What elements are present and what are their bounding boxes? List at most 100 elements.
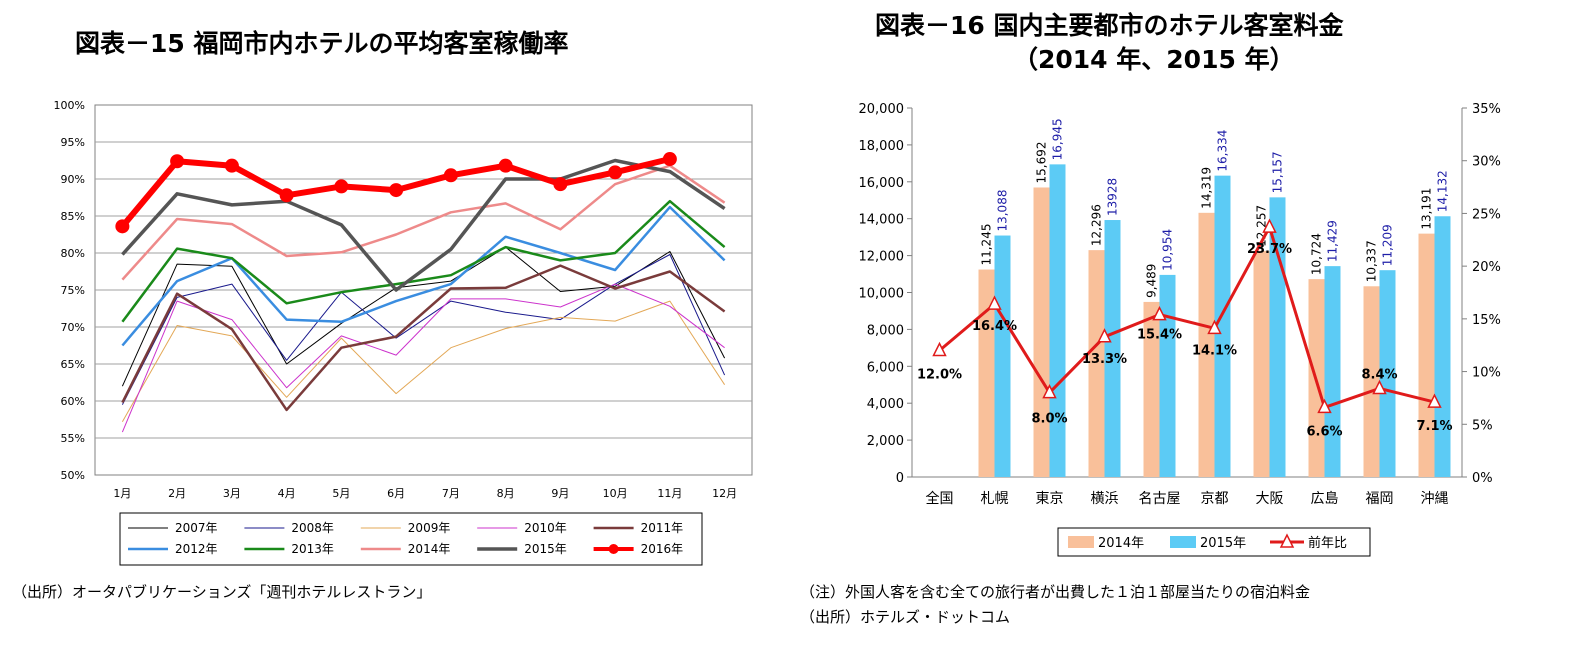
bar-2014年 (1198, 212, 1215, 477)
legend-label: 2015年 (1200, 536, 1246, 551)
y2-tick-label: 20% (1472, 260, 1501, 275)
x-tick-label: 横浜 (1091, 491, 1119, 507)
bar-2014年 (1363, 286, 1380, 477)
data-point-2016年 (334, 179, 349, 194)
x-tick-label: 大阪 (1256, 491, 1284, 507)
bar-2015年 (1049, 164, 1066, 477)
legend-swatch (1170, 536, 1196, 548)
data-point-2016年 (115, 219, 130, 234)
legend-label: 2007年 (175, 521, 218, 535)
yoy-label: 7.1% (1416, 419, 1452, 434)
yoy-marker (1427, 393, 1442, 408)
legend-marker (1279, 533, 1295, 548)
yoy-label: 15.4% (1137, 328, 1182, 343)
bar-2015年 (1104, 220, 1121, 478)
yoy-line (938, 225, 1435, 409)
y2-tick-label: 35% (1472, 102, 1501, 117)
y-tick-label: 16,000 (859, 176, 905, 191)
yoy-marker (1152, 305, 1167, 321)
bar-2015年 (1324, 266, 1341, 477)
series-line-2009年 (121, 300, 726, 422)
x-tick-label: 名古屋 (1139, 491, 1181, 507)
legend-label: 2012年 (175, 542, 218, 556)
yoy-label: 8.4% (1361, 367, 1397, 382)
bar-value-label: 10,337 (1365, 240, 1379, 282)
x-tick-label: 札幌 (981, 491, 1009, 507)
y2-tick-label: 15% (1472, 313, 1501, 328)
x-tick-label: 京都 (1201, 491, 1229, 507)
bar-2014年 (1033, 187, 1050, 477)
legend-box (1057, 527, 1371, 557)
y-tick-label: 10,000 (859, 287, 905, 302)
yoy-marker (1372, 379, 1387, 395)
bar-2014年 (1143, 301, 1160, 477)
yoy-marker (1042, 383, 1057, 399)
bar-value-label: 11,429 (1326, 220, 1340, 262)
y-tick-label: 12,000 (859, 250, 905, 265)
y-tick-label: 6,000 (867, 360, 904, 375)
bar-2015年 (1434, 216, 1451, 478)
legend-label: 2008年 (291, 521, 334, 535)
y-tick-label: 50% (61, 469, 85, 482)
bar-value-label: 10,724 (1310, 233, 1324, 275)
legend-label: 2011年 (641, 521, 684, 535)
x-tick-label: 広島 (1311, 491, 1339, 507)
legend-label: 2010年 (524, 521, 567, 535)
data-point-2016年 (389, 183, 404, 198)
yoy-marker (1097, 328, 1112, 343)
y-tick-label: 8,000 (867, 323, 904, 338)
bar-2014年 (1418, 233, 1435, 477)
legend-label: 2009年 (408, 521, 451, 535)
y-tick-label: 18,000 (859, 139, 905, 154)
yoy-marker (1207, 319, 1222, 335)
yoy-label: 14.1% (1192, 343, 1237, 358)
x-tick-label: 4月 (278, 487, 296, 500)
series-line-2007年 (121, 246, 726, 387)
bar-value-label: 15,157 (1271, 151, 1285, 193)
series-line-2008年 (121, 254, 726, 405)
bar-2014年 (978, 269, 995, 477)
yoy-label: 16.4% (972, 319, 1017, 334)
data-point-2016年 (170, 154, 185, 169)
yoy-marker (932, 341, 947, 357)
x-tick-label: 9月 (551, 487, 569, 500)
y2-tick-label: 0% (1472, 471, 1493, 486)
bar-value-label: 15,692 (1035, 141, 1049, 183)
left-source-note: （出所）オータパブリケーションズ「週刊ホテルレストラン」 (12, 583, 432, 601)
x-tick-label: 東京 (1036, 491, 1064, 507)
legend-label: 2014年 (408, 542, 451, 556)
bar-value-label: 9,489 (1145, 264, 1159, 298)
x-tick-label: 1月 (113, 487, 131, 500)
x-tick-label: 沖縄 (1421, 491, 1449, 507)
y-tick-label: 2,000 (867, 434, 904, 449)
data-point-2016年 (279, 188, 294, 203)
bar-2015年 (1379, 270, 1396, 477)
bar-2015年 (1214, 175, 1231, 477)
bar-value-label: 16,334 (1216, 130, 1230, 172)
y-tick-label: 85% (61, 210, 85, 223)
bar-value-label: 16,945 (1051, 118, 1065, 160)
bar-value-label: 14,319 (1200, 167, 1214, 209)
yoy-label: 13.3% (1082, 352, 1127, 367)
bar-2015年 (1159, 274, 1176, 477)
room-rate-bar-chart: 0 2,000 4,000 6,000 8,000 10,000 12,000 14,000 1… (859, 102, 1501, 557)
legend-marker (608, 544, 619, 554)
occupancy-line-chart: 50% 55% 60% 65% 70% 75% 80% 85% 90% 95% 100% 1月 2月 3月… (54, 99, 753, 566)
x-tick-label: 2月 (168, 487, 186, 500)
right-chart-title: 図表－16 国内主要都市のホテル客室料金 (875, 11, 1344, 40)
yoy-label: 12.0% (917, 367, 962, 382)
series-line-2012年 (121, 205, 726, 347)
legend-box (119, 512, 703, 566)
legend-label: 2014年 (1098, 536, 1144, 551)
y2-tick-label: 30% (1472, 155, 1501, 170)
y-tick-label: 70% (61, 321, 85, 334)
data-point-2016年 (498, 158, 513, 173)
y-tick-label: 60% (61, 395, 85, 408)
bar-value-label: 13,191 (1420, 188, 1434, 230)
y-tick-label: 55% (61, 432, 85, 445)
series-line-2015年 (121, 158, 726, 292)
x-tick-label: 6月 (387, 487, 405, 500)
yoy-label: 6.6% (1306, 424, 1342, 439)
yoy-marker (1317, 398, 1332, 414)
legend-swatch (1068, 536, 1094, 548)
